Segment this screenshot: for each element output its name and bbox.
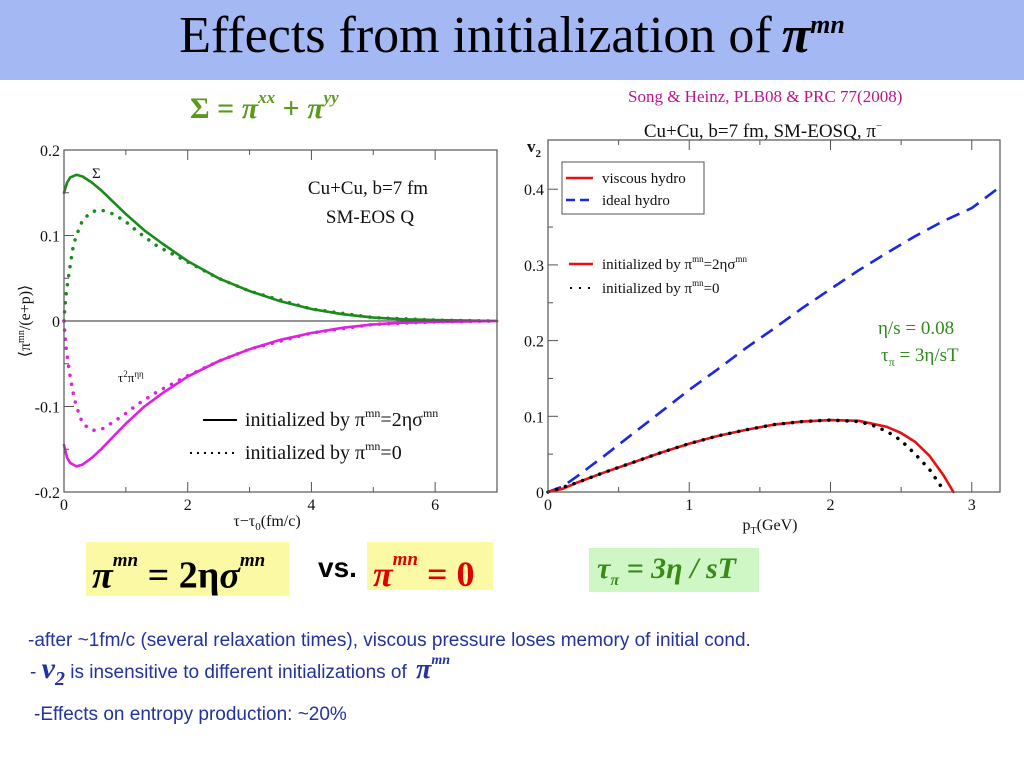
right-chart-title: Cu+Cu, b=7 fm, SM-EOSQ, π− [644, 120, 882, 142]
right-plot-frame [547, 139, 1001, 493]
right-xtick-label: 1 [685, 497, 693, 514]
pi-symbol: π [241, 92, 259, 125]
citation: Song & Heinz, PLB08 & PRC 77(2008) [628, 87, 903, 106]
left-series-0 [62, 173, 499, 323]
plus-sign: + [275, 92, 308, 125]
right-y-axis-label: v2 [527, 137, 542, 160]
left-xtick-label: 6 [431, 497, 439, 514]
pi-symbol: πmn [416, 652, 451, 685]
pi-symbol: π [307, 92, 324, 125]
superscript: yy [323, 88, 339, 107]
equation-rhs: = 2η [138, 554, 220, 597]
right-axis-ticks: 0 1 2 3 0 0.1 0.2 0.3 0.4 [524, 140, 976, 514]
left-series-2 [62, 319, 499, 468]
superscript: mn [392, 549, 419, 570]
pi-superscript: mn [431, 652, 451, 668]
bullet-text: is insensitive to different initializati… [64, 662, 413, 683]
equation-relaxation-time: τπ = 3η / sT [589, 548, 759, 592]
superscript: xx [258, 88, 276, 107]
legend2-entry-navier-stokes: initialized by πmn=2ησmn [602, 254, 747, 273]
left-annotation-system: Cu+Cu, b=7 fm [308, 178, 428, 199]
superscript: mn [112, 550, 139, 571]
legend-entry-zero: initialized by πmn=0 [245, 439, 402, 464]
left-plot-frame [63, 149, 498, 493]
title-pi-symbol: π [781, 7, 811, 64]
right-ytick-label: 0.3 [524, 258, 544, 275]
right-ytick-label: 0.4 [524, 182, 544, 199]
legend-entry-navier-stokes: initialized by πmn=2ησmn [245, 406, 438, 431]
superscript: mn [239, 550, 266, 571]
left-axis-ticks: 0 2 4 6 -0.2 -0.1 0 0.1 0.2 [35, 143, 439, 514]
vs-label: vs. [318, 552, 357, 583]
pi-symbol: π [92, 554, 113, 597]
sigma-symbol: Σ [190, 92, 210, 125]
right-ytick-label: 0.2 [524, 334, 544, 351]
legend-viscous-hydro: viscous hydro [602, 171, 686, 187]
right-series-0 [547, 185, 1001, 494]
left-ytick-label: -0.2 [35, 485, 60, 502]
right-ytick-label: 0.1 [524, 409, 544, 426]
equation-navier-stokes-init: πmn = 2ησmn [86, 542, 289, 597]
right-xtick-label: 3 [968, 497, 976, 514]
v-subscript: 2 [54, 668, 65, 690]
right-legend-box [561, 161, 705, 215]
slide-title: Effects from initialization of πmn [0, 6, 1024, 65]
left-y-axis-label: ⟨πmn/(e+p)⟩ [16, 285, 34, 358]
right-series-1 [546, 418, 955, 494]
left-ytick-label: 0.2 [40, 143, 60, 160]
left-series-1 [62, 208, 499, 323]
sigma-equation: Σ = πxx + πyy [190, 88, 339, 126]
left-chart-curves [62, 173, 499, 468]
bullet-v2-insensitive: - v2 is insensitive to different initial… [30, 652, 450, 691]
equals-sign: = [209, 92, 242, 125]
equation-rhs: = 3η / sT [619, 552, 736, 585]
left-xtick-label: 2 [184, 497, 192, 514]
bullet-prefix: - [30, 662, 42, 683]
title-superscript: mn [810, 10, 845, 39]
left-series-3 [62, 319, 499, 433]
left-xtick-label: 4 [307, 497, 315, 514]
right-series-2 [546, 418, 943, 494]
right-ytick-label: 0 [536, 485, 544, 502]
left-x-axis-label: τ−τ0(fm/c) [233, 513, 300, 533]
title-bar [0, 0, 1024, 80]
right-xtick-label: 0 [544, 497, 552, 514]
tau-symbol: τ [597, 552, 611, 585]
curve-label-tau2-pi-etaeta: τ2πηη [118, 369, 144, 385]
left-annotation-eos: SM-EOS Q [326, 207, 414, 228]
bullet-memory-loss: -after ~1fm/c (several relaxation times)… [28, 630, 751, 651]
bullet-entropy: -Effects on entropy production: ~20% [34, 704, 347, 725]
curve-label-sigma: Σ [92, 166, 101, 182]
pi-letter: π [416, 654, 432, 685]
left-xtick-label: 0 [60, 497, 68, 514]
right-chart-curves [546, 185, 1001, 494]
right-xtick-label: 2 [827, 497, 835, 514]
equation-zero-init: πmn = 0 [367, 542, 493, 594]
v2-symbol: v2 [41, 652, 65, 690]
left-ytick-label: 0 [52, 314, 60, 331]
legend2-entry-zero: initialized by πmn=0 [602, 278, 720, 297]
sigma-symbol: σ [219, 554, 240, 597]
annotation-tau-pi: τπ = 3η/sT [881, 345, 959, 369]
title-text: Effects from initialization of [179, 7, 772, 64]
annotation-eta-over-s: η/s = 0.08 [878, 318, 954, 339]
legend-ideal-hydro: ideal hydro [602, 193, 670, 209]
equation-rhs: = 0 [418, 554, 475, 594]
subscript: π [610, 572, 620, 589]
pi-symbol: π [373, 554, 393, 594]
left-ytick-label: -0.1 [35, 400, 60, 417]
left-ytick-label: 0.1 [40, 229, 60, 246]
v-letter: v [41, 652, 55, 685]
right-x-axis-label: pT(GeV) [743, 517, 798, 537]
